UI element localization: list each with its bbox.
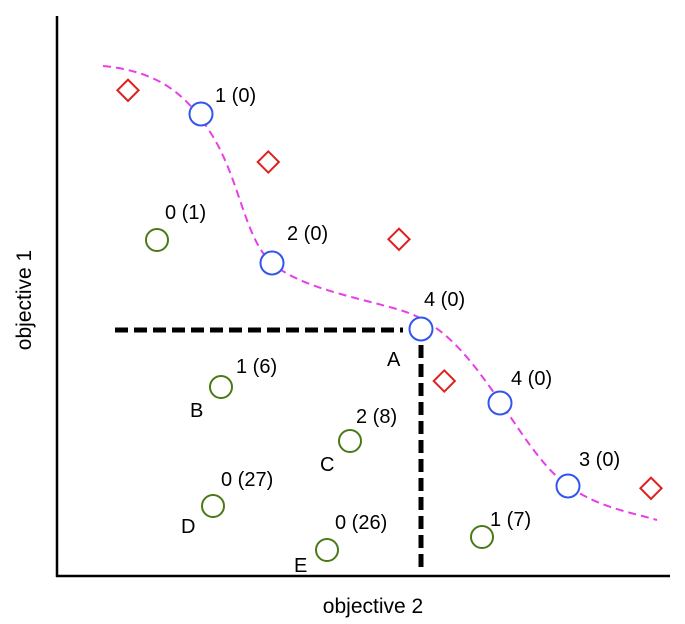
pareto-point: 4 (0) (487, 368, 552, 416)
pareto-point-label: 2 (0) (287, 223, 328, 245)
pareto-point: 1 (0) (188, 85, 256, 127)
diamond-point (386, 227, 412, 252)
dominated-point-marker (338, 429, 362, 453)
dominated-point-marker (470, 525, 494, 549)
dominated-point: 0 (1) (145, 202, 206, 252)
diamond-point (115, 78, 141, 103)
pareto-point-label: 3 (0) (579, 449, 620, 471)
dominated-point-label: 1 (7) (490, 509, 531, 531)
diamond-point (638, 476, 664, 501)
dominated-point-e: 0 (26) E (294, 512, 387, 577)
dominated-point-marker (315, 538, 339, 562)
dominated-point-d: 0 (27) D (181, 469, 273, 538)
pareto-point: 3 (0) (555, 449, 620, 499)
point-letter-c: C (320, 454, 334, 476)
dominated-point-c: 2 (8) C (320, 406, 397, 476)
pareto-point: 2 (0) (259, 223, 328, 276)
dominated-point-label: 0 (1) (165, 202, 206, 224)
pareto-point-marker (487, 390, 513, 416)
dominated-point-label: 0 (27) (221, 469, 273, 491)
pareto-point-marker (555, 473, 581, 499)
pareto-front-curve (102, 65, 658, 521)
point-letter-e: E (294, 555, 307, 577)
y-axis-title: objective 1 (13, 250, 36, 350)
x-axis-title: objective 2 (323, 595, 423, 618)
point-letter-a: A (387, 349, 401, 371)
pareto-point-label: 4 (0) (511, 368, 552, 390)
pareto-point-a: 4 (0) A (387, 289, 465, 371)
pareto-point-label: 4 (0) (424, 289, 465, 311)
pareto-point-marker (259, 250, 285, 276)
point-letter-b: B (190, 400, 203, 422)
diamond-point (256, 149, 281, 175)
dominated-point-marker (201, 494, 225, 518)
dominated-point-b: 1 (6) B (190, 356, 277, 422)
point-letter-d: D (181, 516, 195, 538)
pareto-point-marker (188, 101, 214, 127)
dominated-point-marker (209, 375, 233, 399)
pareto-point-label: 1 (0) (215, 85, 256, 107)
dominated-point-label: 2 (8) (356, 406, 397, 428)
dominated-point-label: 0 (26) (335, 512, 387, 534)
dominated-point-label: 1 (6) (236, 356, 277, 378)
pareto-point-marker (408, 316, 434, 342)
dominated-point: 1 (7) (470, 509, 531, 549)
dominated-point-marker (145, 228, 169, 252)
diamond-point (432, 368, 457, 394)
